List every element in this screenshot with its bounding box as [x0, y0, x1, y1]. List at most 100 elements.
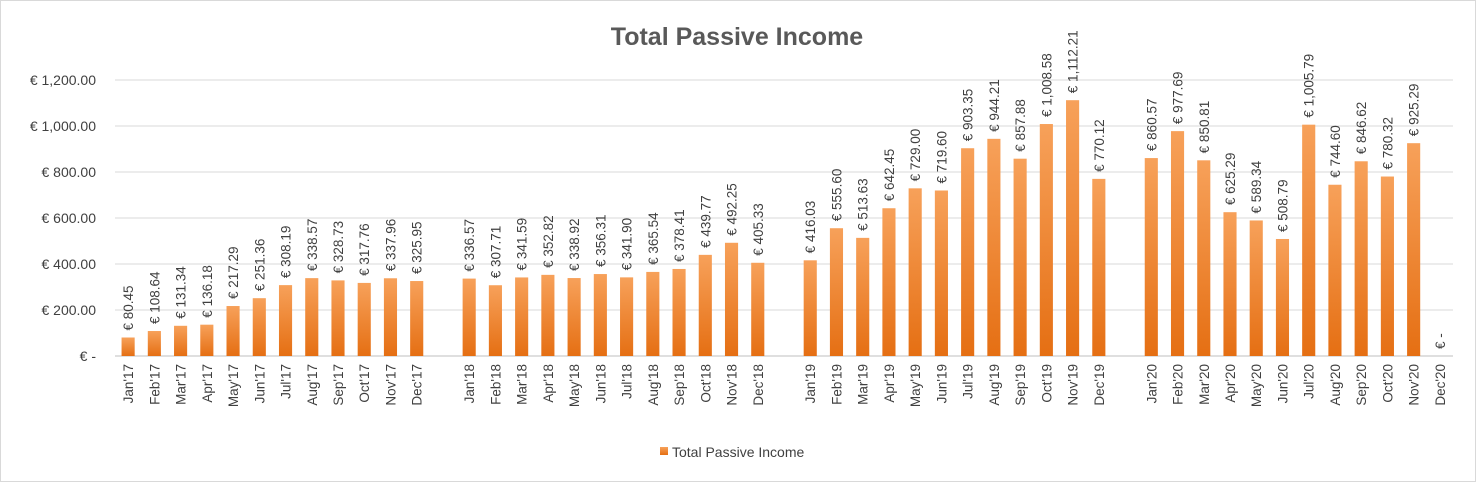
- data-label: € 136.18: [200, 265, 215, 318]
- data-label: € 625.29: [1223, 153, 1238, 206]
- bar: [1249, 220, 1263, 356]
- x-tick-label: Feb'18: [488, 364, 503, 405]
- bar: [541, 274, 555, 356]
- data-label: € 770.12: [1092, 119, 1107, 172]
- data-label: € 944.21: [987, 79, 1002, 132]
- bar: [121, 337, 135, 356]
- data-label: € 744.60: [1328, 125, 1343, 178]
- data-label: € 325.95: [410, 221, 425, 274]
- x-tick-label: Sep'18: [672, 364, 687, 406]
- data-label: € 365.54: [646, 212, 661, 265]
- bar: [987, 138, 1001, 356]
- bar: [1407, 143, 1421, 356]
- bar: [200, 324, 214, 356]
- data-label: € 857.88: [1013, 99, 1028, 152]
- x-tick-label: Oct'17: [357, 364, 372, 403]
- x-tick-label: Aug'20: [1328, 364, 1343, 406]
- bar: [567, 278, 581, 356]
- bar: [829, 228, 844, 356]
- bar: [410, 281, 424, 356]
- bar: [1066, 100, 1080, 356]
- x-tick-label: Apr'18: [541, 364, 556, 403]
- bar: [147, 331, 161, 356]
- data-label: € 341.59: [515, 218, 530, 271]
- data-label: € 439.77: [698, 195, 713, 248]
- y-axis-ticks: € - € 200.00 € 400.00 € 600.00 € 800.00 € 1,0…: [30, 72, 97, 364]
- x-tick-label: Aug'18: [646, 364, 661, 406]
- x-tick-label: Sep'19: [1013, 364, 1028, 406]
- data-label: € 977.69: [1171, 72, 1186, 125]
- legend: Total Passive Income: [660, 444, 804, 460]
- bar: [1354, 161, 1368, 356]
- bar: [383, 278, 398, 356]
- bar: [305, 278, 319, 356]
- x-tick-label: Feb'20: [1171, 364, 1186, 405]
- data-label: € 378.41: [672, 209, 687, 262]
- x-tick-label: Sep'20: [1354, 364, 1369, 406]
- bar: [331, 280, 345, 356]
- x-tick-label: Feb'19: [829, 364, 844, 405]
- x-tick-label: Jul'17: [279, 364, 294, 399]
- x-tick-label: Oct'18: [698, 364, 713, 403]
- x-tick-label: Mar'19: [856, 364, 871, 405]
- data-label: € 217.29: [226, 246, 241, 299]
- x-tick-label: Jun'19: [934, 364, 949, 403]
- data-label: € 251.36: [252, 239, 267, 292]
- y-tick-label: € 200.00: [42, 302, 97, 318]
- data-label: € -: [1433, 333, 1448, 349]
- data-labels: € 80.45 € 108.64 € 131.34 € 136.18 € 217.29 €…: [121, 30, 1448, 349]
- data-label: € 780.32: [1380, 117, 1395, 170]
- bar: [672, 268, 686, 356]
- bar: [488, 285, 502, 356]
- data-label: € 589.34: [1249, 160, 1264, 213]
- data-label: € 492.25: [725, 183, 740, 236]
- data-label: € 108.64: [147, 271, 162, 324]
- data-label: € 903.35: [961, 89, 976, 142]
- x-tick-label: Nov'19: [1066, 364, 1081, 406]
- data-label: € 1,008.58: [1039, 53, 1054, 117]
- data-label: € 513.63: [856, 178, 871, 231]
- x-tick-label: May'20: [1249, 364, 1264, 407]
- bar: [934, 190, 948, 356]
- y-tick-label: € 1,200.00: [30, 72, 96, 88]
- bar: [698, 254, 712, 356]
- bar: [882, 208, 896, 356]
- x-axis-ticks: Jan'17 Feb'17 Mar'17 Apr'17 May'17 Jun'17 Jul'…: [121, 364, 1448, 407]
- data-label: € 336.57: [462, 219, 477, 272]
- bar: [620, 277, 634, 356]
- data-label: € 328.73: [331, 221, 346, 274]
- bar: [226, 306, 240, 356]
- x-tick-label: Dec'17: [410, 364, 425, 406]
- bar: [908, 188, 922, 356]
- x-tick-label: May'18: [567, 364, 582, 407]
- x-tick-label: Jan'19: [803, 364, 818, 403]
- x-tick-label: Nov'17: [383, 364, 398, 406]
- x-tick-label: Apr'19: [882, 364, 897, 403]
- x-tick-label: Jul'19: [961, 364, 976, 399]
- bar: [724, 242, 739, 356]
- data-label: € 719.60: [934, 131, 949, 184]
- legend-swatch: [660, 447, 668, 455]
- data-label: € 337.96: [383, 219, 398, 272]
- bar: [174, 325, 188, 356]
- x-tick-label: Aug'17: [305, 364, 320, 406]
- x-tick-label: May'17: [226, 364, 241, 407]
- data-label: € 352.82: [541, 215, 556, 268]
- bar: [646, 271, 660, 356]
- bars: [121, 100, 1421, 356]
- data-label: € 307.71: [488, 226, 503, 279]
- x-tick-label: Jan'17: [121, 364, 136, 403]
- bar: [1275, 238, 1290, 356]
- data-label: € 846.62: [1354, 102, 1369, 155]
- x-tick-label: Jul'18: [620, 364, 635, 399]
- x-tick-label: Mar'20: [1197, 364, 1212, 405]
- data-label: € 356.31: [593, 214, 608, 267]
- data-label: € 338.92: [567, 218, 582, 271]
- bar: [1039, 124, 1053, 356]
- x-tick-label: Oct'20: [1380, 364, 1395, 403]
- bar: [1197, 160, 1211, 356]
- x-tick-label: Mar'18: [515, 364, 530, 405]
- x-tick-label: Aug'19: [987, 364, 1002, 406]
- x-tick-label: May'19: [908, 364, 923, 407]
- data-label: € 416.03: [803, 201, 818, 254]
